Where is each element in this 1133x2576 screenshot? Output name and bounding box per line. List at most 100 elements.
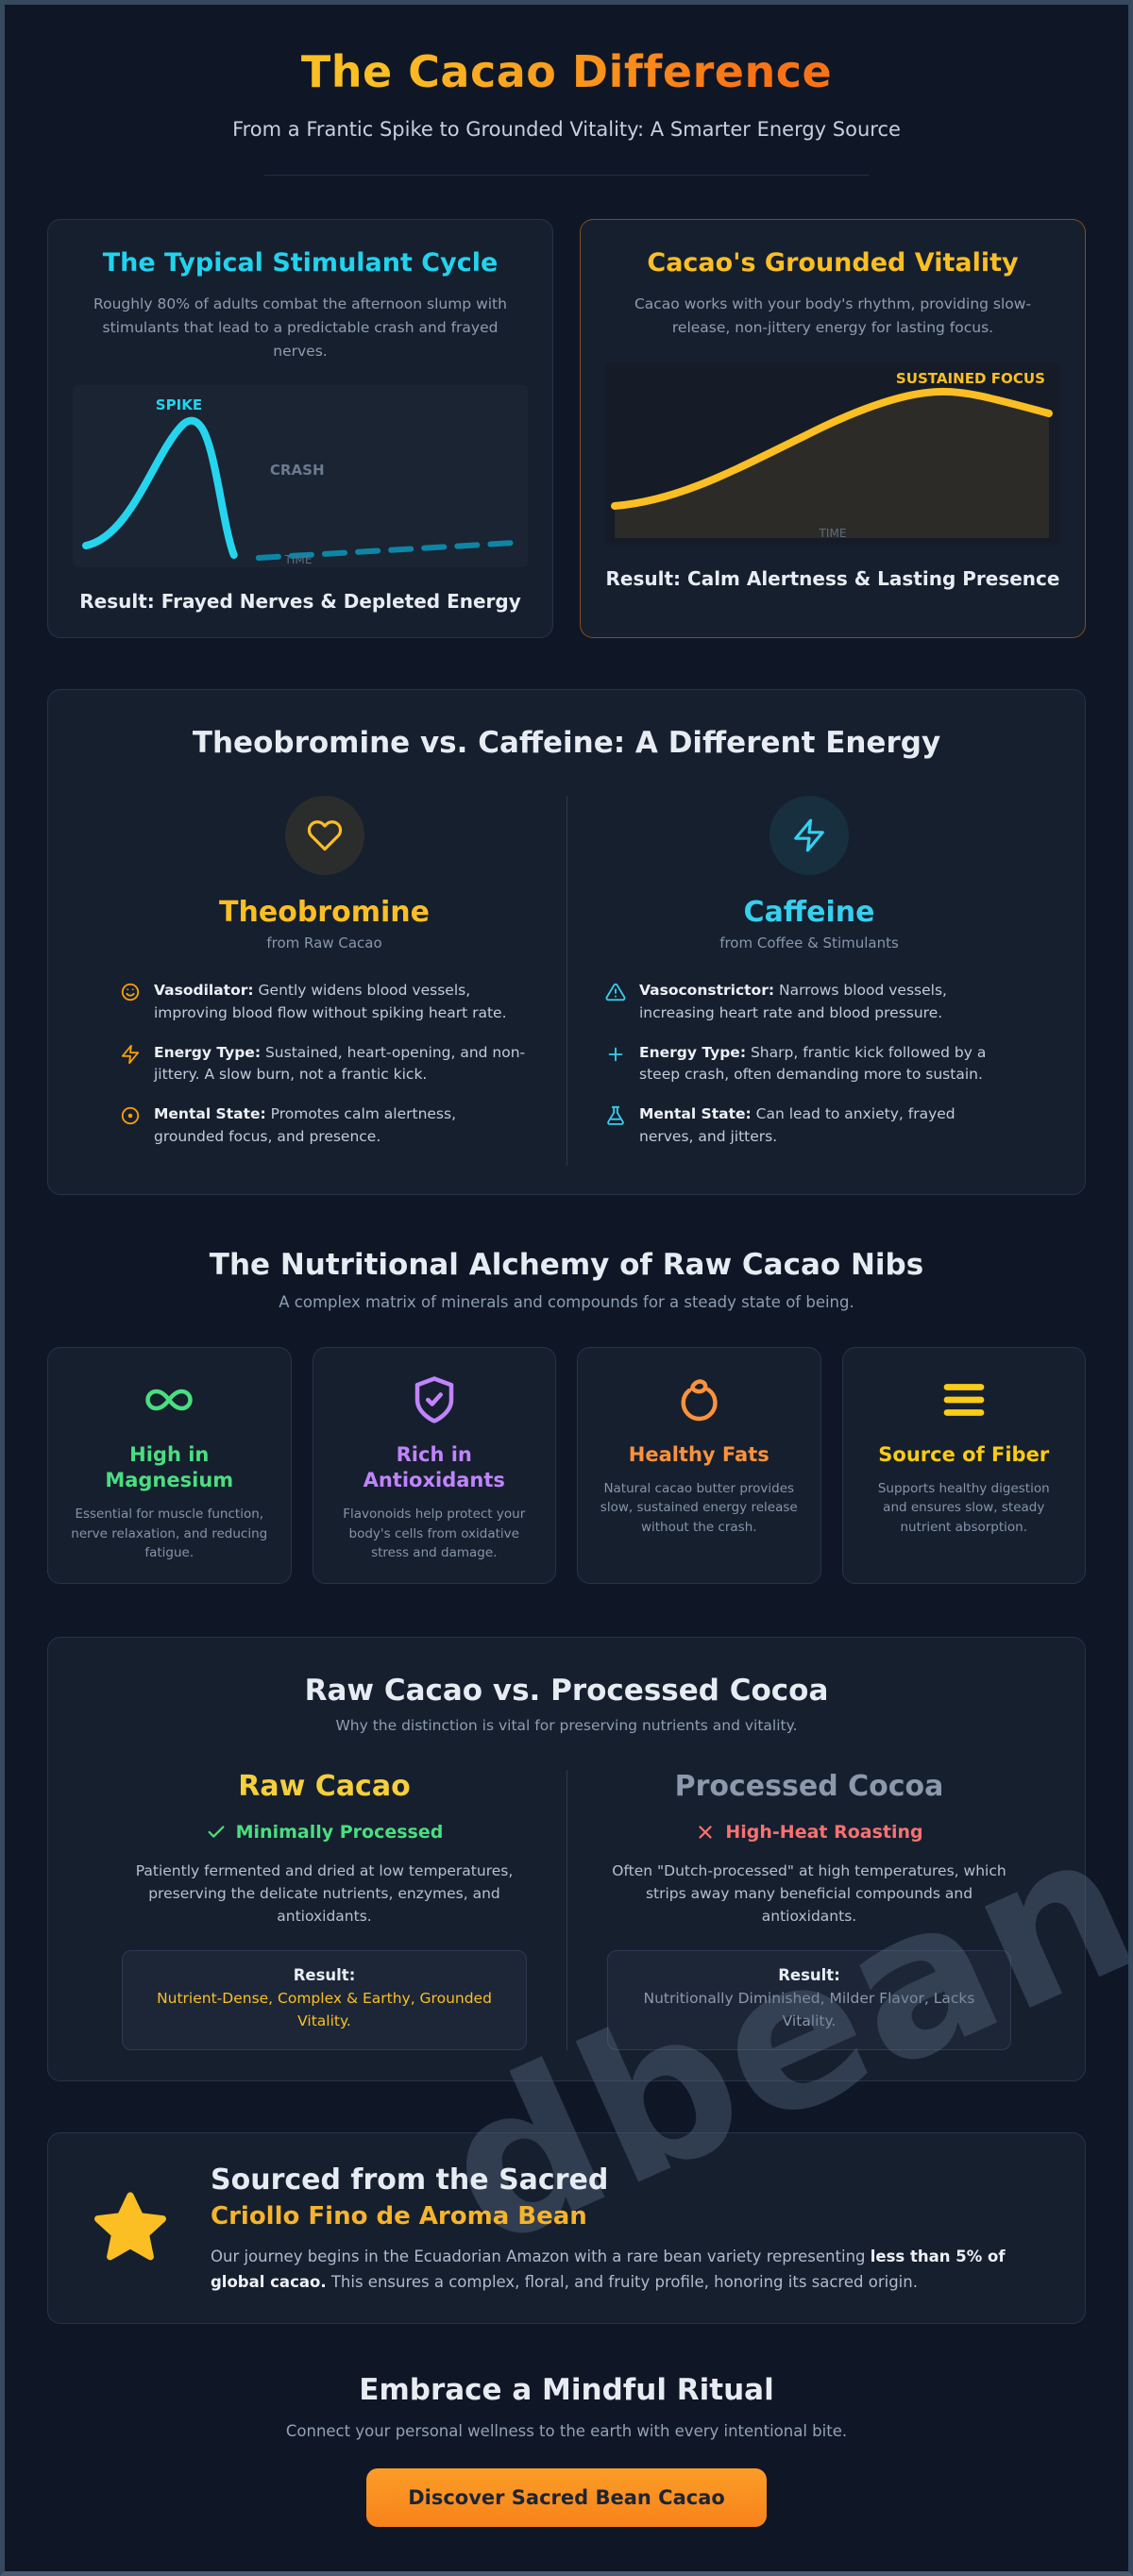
plus-icon (608, 1047, 623, 1062)
discover-cacao-button[interactable]: Discover Sacred Bean Cacao (366, 2468, 767, 2528)
nutrition-card-title: Healthy Fats (628, 1442, 769, 1466)
time-label: TIME (284, 553, 313, 566)
list-item: Vasodilator: Gently widens blood vessels… (120, 980, 529, 1024)
sourcing-body: Our journey begins in the Ecuadorian Ama… (211, 2247, 1006, 2291)
heart-icon (284, 796, 364, 876)
shield-check-icon (329, 1372, 541, 1427)
star-icon (90, 2187, 171, 2272)
result-text: Nutrient-Dense, Complex & Earthy, Ground… (157, 1990, 492, 2029)
nutrition-card-title: High in Magnesium (105, 1442, 234, 1492)
cta-section: Embrace a Mindful Ritual Connect your pe… (5, 2373, 1128, 2528)
page-title: The Cacao Difference (300, 46, 833, 97)
nutrition-subtitle: A complex matrix of minerals and compoun… (279, 1292, 854, 1311)
processed-badge: High-Heat Roasting (607, 1822, 1011, 1843)
raw-vs-processed-card: Raw Cacao vs. Processed Cocoa Why the di… (47, 1637, 1086, 2081)
nutrition-card-title: Source of Fiber (878, 1442, 1050, 1466)
bullet-text: Vasoconstrictor: Narrows blood vessels, … (639, 982, 947, 1021)
spike-crash-chart-svg: SPIKE CRASH TIME (82, 396, 517, 566)
header: The Cacao Difference From a Frantic Spik… (5, 5, 1128, 176)
nutrition-card-body: Supports healthy digestion and ensures s… (877, 1481, 1050, 1535)
raw-cacao-title: Raw Cacao (238, 1770, 411, 1804)
spike-label: SPIKE (156, 396, 202, 413)
vitality-card-title: Cacao's Grounded Vitality (647, 248, 1019, 278)
cta-subtitle: Connect your personal wellness to the ea… (285, 2422, 848, 2441)
raw-description: Patiently fermented and dried at low tem… (135, 1862, 514, 1926)
sustained-focus-chart-svg: SUSTAINED FOCUS TIME (611, 370, 1053, 540)
nutrition-card-body: Flavonoids help protect your body's cell… (343, 1507, 526, 1560)
smile-icon (121, 984, 140, 1002)
crash-label: CRASH (270, 462, 325, 479)
bullet-text: Energy Type: Sharp, frantic kick followe… (639, 1043, 987, 1084)
raw-badge: Minimally Processed (122, 1822, 527, 1843)
theobromine-bullets: Vasodilator: Gently widens blood vessels… (120, 980, 529, 1148)
bullet-text: Mental State: Promotes calm alertness, g… (154, 1105, 457, 1145)
theobromine-caffeine-card: Theobromine vs. Caffeine: A Different En… (47, 689, 1086, 1195)
vitality-result: Result: Calm Alertness & Lasting Presenc… (605, 566, 1060, 590)
stimulant-cycle-card: The Typical Stimulant Cycle Roughly 80% … (47, 219, 553, 639)
bullet-text: Vasodilator: Gently widens blood vessels… (154, 982, 507, 1021)
healthy-fats-card: Healthy Fats Natural cacao butter provid… (577, 1346, 821, 1585)
comparison-heading: Theobromine vs. Caffeine: A Different En… (192, 726, 941, 761)
nutrition-header: The Nutritional Alchemy of Raw Cacao Nib… (5, 1248, 1128, 1311)
stimulant-result: Result: Frayed Nerves & Depleted Energy (79, 590, 521, 614)
x-icon (699, 1826, 713, 1839)
theobromine-origin: from Raw Cacao (266, 934, 382, 952)
processed-cocoa-column: Processed Cocoa High-Heat Roasting Often… (566, 1770, 1051, 2050)
time-label: TIME (819, 527, 847, 540)
header-divider (264, 175, 869, 176)
infinity-icon (63, 1372, 276, 1427)
bullet-text: Energy Type: Sustained, heart-opening, a… (154, 1043, 526, 1084)
list-item: Vasoconstrictor: Narrows blood vessels, … (605, 980, 1013, 1024)
check-icon (208, 1826, 225, 1838)
list-item: Energy Type: Sustained, heart-opening, a… (120, 1042, 529, 1086)
processed-cocoa-title: Processed Cocoa (674, 1770, 944, 1804)
grounded-vitality-card: Cacao's Grounded Vitality Cacao works wi… (580, 219, 1086, 639)
result-label: Result: (778, 1966, 840, 1985)
raw-cacao-column: Raw Cacao Minimally Processed Patiently … (82, 1770, 566, 2050)
result-label: Result: (293, 1966, 356, 1985)
caffeine-title: Caffeine (743, 896, 875, 930)
sourcing-card: Sourced from the Sacred Criollo Fino de … (47, 2131, 1086, 2325)
list-item: Mental State: Can lead to anxiety, fraye… (605, 1103, 1013, 1148)
caffeine-origin: from Coffee & Stimulants (719, 934, 899, 952)
stimulant-card-title: The Typical Stimulant Cycle (102, 248, 499, 278)
processing-subtitle: Why the distinction is vital for preserv… (335, 1717, 798, 1735)
sourcing-title: Sourced from the Sacred (211, 2163, 609, 2197)
vitality-chart: SUSTAINED FOCUS TIME (605, 362, 1060, 545)
zap-icon (121, 1044, 140, 1064)
nutrition-grid: High in Magnesium Essential for muscle f… (47, 1346, 1086, 1585)
fiber-lines-icon (858, 1372, 1071, 1427)
list-item: Energy Type: Sharp, frantic kick followe… (605, 1042, 1013, 1086)
flask-icon (607, 1106, 624, 1126)
nutrition-heading: The Nutritional Alchemy of Raw Cacao Nib… (209, 1247, 924, 1282)
processing-grid: Raw Cacao Minimally Processed Patiently … (82, 1770, 1051, 2050)
magnesium-card: High in Magnesium Essential for muscle f… (47, 1346, 292, 1585)
sustained-focus-label: SUSTAINED FOCUS (896, 370, 1045, 387)
vitality-card-body: Cacao works with your body's rhythm, pro… (634, 295, 1032, 336)
alert-triangle-icon (605, 984, 626, 1002)
theobromine-title: Theobromine (219, 896, 430, 930)
stimulant-card-body: Roughly 80% of adults combat the afterno… (93, 295, 507, 360)
theobromine-column: Theobromine from Raw Cacao Vasodilator: … (82, 796, 566, 1166)
stimulant-chart: SPIKE CRASH TIME (73, 385, 528, 568)
antioxidants-card: Rich in Antioxidants Flavonoids help pro… (312, 1346, 556, 1585)
fiber-card: Source of Fiber Supports healthy digesti… (841, 1346, 1086, 1585)
comparison-grid: Theobromine from Raw Cacao Vasodilator: … (82, 796, 1051, 1166)
raw-result-box: Result: Nutrient-Dense, Complex & Earthy… (122, 1950, 527, 2050)
eye-icon (121, 1107, 140, 1125)
sourcing-subtitle: Criollo Fino de Aroma Bean (211, 2201, 587, 2231)
lightning-icon (769, 796, 849, 876)
result-text: Nutritionally Diminished, Milder Flavor,… (643, 1990, 975, 2029)
page-subtitle: From a Frantic Spike to Grounded Vitalit… (232, 118, 901, 141)
sourcing-content: Sourced from the Sacred Criollo Fino de … (211, 2164, 1043, 2295)
processing-heading: Raw Cacao vs. Processed Cocoa (304, 1674, 829, 1709)
bullet-text: Mental State: Can lead to anxiety, fraye… (639, 1105, 955, 1145)
processed-result-box: Result: Nutritionally Diminished, Milder… (607, 1950, 1011, 2050)
processed-description: Often "Dutch-processed" at high temperat… (612, 1862, 1006, 1926)
cacao-fruit-icon (593, 1372, 805, 1427)
caffeine-bullets: Vasoconstrictor: Narrows blood vessels, … (605, 980, 1013, 1148)
cta-heading: Embrace a Mindful Ritual (359, 2373, 774, 2408)
nutrition-card-body: Essential for muscle function, nerve rel… (71, 1507, 268, 1560)
caffeine-column: Caffeine from Coffee & Stimulants Vasoco… (566, 796, 1051, 1166)
nutrition-card-body: Natural cacao butter provides slow, sust… (600, 1481, 798, 1535)
